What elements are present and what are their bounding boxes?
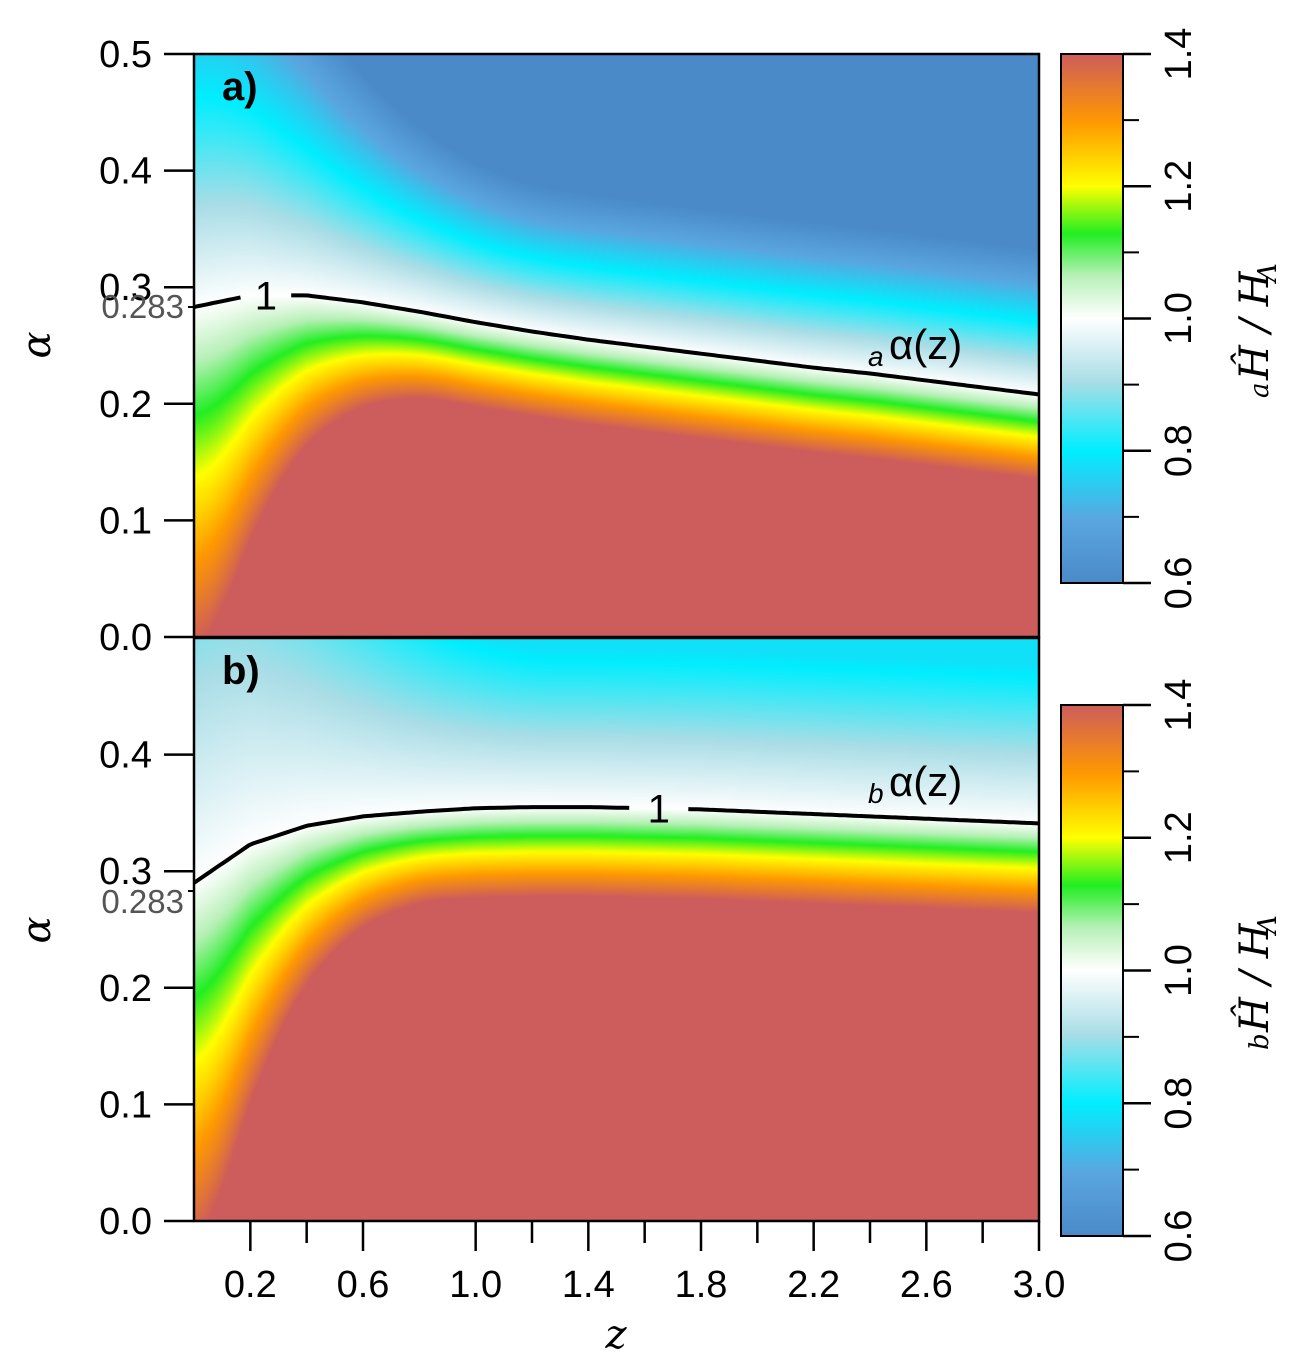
colorbar-scale-b [1060, 704, 1124, 1237]
y-tick-label: 0.4 [99, 151, 152, 193]
colorbar-title-sub-b: b [1245, 1033, 1275, 1050]
curve-label-main-b: α(z) [889, 758, 962, 805]
contour-line-segment-2 [291, 293, 1039, 397]
x-axis-title: z [604, 1312, 627, 1358]
y-axis-a: 0.0 0.1 0.2 0.3 0.4 0.5 [99, 34, 194, 659]
heatmap-image-b [194, 638, 1039, 1221]
colorbar-tick-label: 1.4 [1158, 28, 1200, 81]
x-tick-label: 1.0 [449, 1264, 502, 1306]
y-tick-label: 0.5 [99, 34, 152, 76]
plot-frame-b [192, 636, 1041, 1223]
contour-label: 1 [648, 788, 670, 832]
y-marker-label-b: 0.283 [101, 883, 184, 920]
colorbar-title-b: b Ĥ / H Λ [1231, 915, 1283, 1050]
x-tick-label: 1.8 [675, 1264, 728, 1306]
colorbar-tick-label: 0.8 [1158, 1077, 1200, 1130]
y-tick-label: 0.2 [99, 384, 152, 426]
colorbar-title-main-a: Ĥ / H [1231, 270, 1278, 381]
colorbar-tick-label: 1.2 [1158, 811, 1200, 864]
contour-label: 1 [255, 274, 277, 318]
y-tick-label: 0.1 [99, 500, 152, 542]
colorbar-title-sub-a: a [1245, 382, 1275, 398]
colorbar-title-subscript-a: Λ [1253, 263, 1283, 284]
contour-group-b: 1 [194, 788, 1039, 885]
x-tick-label: 3.0 [1013, 1264, 1066, 1306]
y-tick-label: 0.2 [99, 968, 152, 1010]
colorbar-scale-a [1060, 53, 1124, 584]
curve-label-main-a: α(z) [889, 321, 962, 368]
colorbar-a: 0.6 0.8 1.0 1.2 1.4 a Ĥ / H Λ [1060, 28, 1283, 610]
colorbar-tick-label: 0.6 [1158, 557, 1200, 610]
colorbar-title-a: a Ĥ / H Λ [1231, 263, 1283, 398]
curve-label-a: a α(z) [868, 321, 962, 372]
y-tick-label: 0.0 [99, 1201, 152, 1243]
curve-label-sub-a: a [868, 341, 884, 372]
colorbar-tick-label: 0.6 [1158, 1210, 1200, 1263]
contour-line-segment-1 [194, 805, 630, 885]
heatmap-b [194, 638, 1039, 1221]
curve-label-sub-b: b [868, 778, 884, 809]
x-tick-label: 0.6 [337, 1264, 390, 1306]
heatmap-a [194, 54, 1039, 637]
x-axis: 0.2 0.6 1.0 1.4 1.8 2.2 2.6 3.0 [224, 1221, 1065, 1306]
contour-line-segment-2 [688, 807, 1039, 826]
y-axis-title-a: α [14, 331, 60, 358]
colorbar-title-subscript-b: Λ [1253, 915, 1283, 936]
y-axis-b: 0.0 0.1 0.2 0.3 0.4 [99, 735, 194, 1243]
y-tick-label: 0.4 [99, 735, 152, 777]
heatmap-image-a [194, 54, 1039, 637]
colorbar-ticks-b: 0.6 0.8 1.0 1.2 1.4 [1123, 679, 1200, 1263]
y-marker-label-a: 0.283 [101, 288, 184, 325]
x-tick-label: 2.2 [787, 1264, 840, 1306]
y-tick-label: 0.1 [99, 1084, 152, 1126]
y-tick-label: 0.0 [99, 617, 152, 659]
colorbar-title-main-b: Ĥ / H [1231, 922, 1278, 1033]
x-tick-label: 2.6 [900, 1264, 953, 1306]
panel-label-a: a) [222, 65, 258, 109]
curve-label-b: b α(z) [868, 758, 962, 809]
colorbar-tick-label: 1.2 [1158, 160, 1200, 213]
x-tick-label: 0.2 [224, 1264, 277, 1306]
colorbar-ticks-a: 0.6 0.8 1.0 1.2 1.4 [1123, 28, 1200, 610]
colorbar-tick-label: 1.4 [1158, 679, 1200, 732]
colorbar-b: 0.6 0.8 1.0 1.2 1.4 b Ĥ / H Λ [1060, 679, 1283, 1263]
contour-group-a: 1 [194, 274, 1039, 397]
panel-label-b: b) [222, 649, 260, 693]
y-tick-label: 0.3 [99, 851, 152, 893]
panel-a: 1 0.0 0.1 0.2 0.3 0.4 0.5 a) 0.283 α a α(z) 0… [14, 28, 1283, 659]
y-tick-label: 0.3 [99, 267, 152, 309]
x-tick-label: 1.4 [562, 1264, 615, 1306]
colorbar-tick-label: 1.0 [1158, 944, 1200, 997]
panel-b: 1 0.0 0.1 0.2 0.3 0.4 0.2 0.6 1.0 1.4 1.8 2.2 2.6 3… [14, 636, 1283, 1358]
colorbar-tick-label: 0.8 [1158, 424, 1200, 477]
colorbar-tick-label: 1.0 [1158, 292, 1200, 345]
contour-line-segment-1 [194, 295, 241, 309]
y-axis-title-b: α [14, 916, 60, 943]
